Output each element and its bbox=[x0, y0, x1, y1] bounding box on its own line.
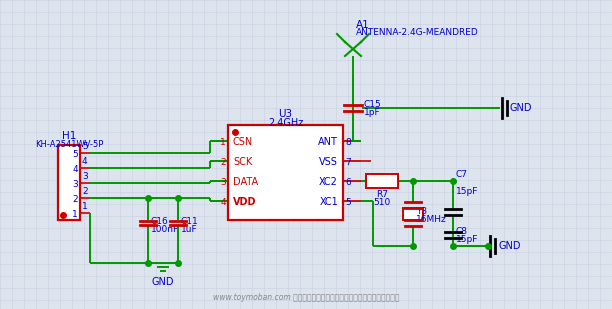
Text: H1: H1 bbox=[62, 131, 76, 141]
Bar bbox=[228, 125, 343, 220]
Text: 2.4GHz: 2.4GHz bbox=[268, 118, 303, 128]
Text: C15: C15 bbox=[364, 99, 382, 108]
Text: VDD: VDD bbox=[233, 197, 256, 207]
Text: XC1: XC1 bbox=[319, 197, 338, 207]
Text: 16MHz: 16MHz bbox=[416, 215, 447, 224]
Text: 7: 7 bbox=[345, 158, 351, 167]
Text: Y3: Y3 bbox=[416, 207, 427, 216]
Bar bbox=[403, 208, 423, 219]
Text: GND: GND bbox=[510, 103, 532, 113]
Text: DATA: DATA bbox=[233, 177, 258, 187]
Text: 5: 5 bbox=[345, 197, 351, 206]
Text: U3: U3 bbox=[278, 109, 293, 119]
Text: 1uF: 1uF bbox=[181, 225, 198, 234]
Text: 5: 5 bbox=[72, 150, 78, 159]
Text: ANTENNA-2.4G-MEANDRED: ANTENNA-2.4G-MEANDRED bbox=[356, 28, 479, 37]
Text: 4: 4 bbox=[220, 197, 226, 206]
Text: 1: 1 bbox=[220, 138, 226, 146]
Text: C8: C8 bbox=[456, 227, 468, 236]
Text: XC2: XC2 bbox=[319, 177, 338, 187]
Text: VSS: VSS bbox=[319, 157, 338, 167]
Text: C16: C16 bbox=[151, 217, 169, 226]
Text: 2: 2 bbox=[82, 187, 88, 196]
Bar bbox=[58, 145, 80, 220]
Text: C11: C11 bbox=[181, 217, 199, 226]
Text: 15pF: 15pF bbox=[456, 235, 479, 244]
Text: 4: 4 bbox=[82, 156, 88, 166]
Text: ANT: ANT bbox=[318, 137, 338, 147]
Text: GND: GND bbox=[499, 241, 521, 251]
Text: 1: 1 bbox=[82, 201, 88, 210]
Text: KH-A2541WV-5P: KH-A2541WV-5P bbox=[35, 140, 103, 149]
Bar bbox=[366, 174, 398, 188]
Text: 3: 3 bbox=[82, 171, 88, 180]
Text: 3: 3 bbox=[72, 180, 78, 188]
Text: GND: GND bbox=[152, 277, 174, 287]
Text: 3: 3 bbox=[220, 177, 226, 187]
Text: www.toymoban.com 网络图片仅供展示，非存储，如有侵权请联系删除。: www.toymoban.com 网络图片仅供展示，非存储，如有侵权请联系删除。 bbox=[213, 293, 399, 302]
Text: 5: 5 bbox=[82, 142, 88, 150]
Text: 4: 4 bbox=[72, 164, 78, 173]
Text: 1: 1 bbox=[72, 210, 78, 218]
Text: CSN: CSN bbox=[233, 137, 253, 147]
Text: C7: C7 bbox=[456, 170, 468, 179]
Text: 6: 6 bbox=[345, 177, 351, 187]
Text: A1: A1 bbox=[356, 20, 370, 30]
Text: 510: 510 bbox=[373, 198, 390, 207]
Text: 1pF: 1pF bbox=[364, 108, 381, 116]
Text: 15pF: 15pF bbox=[456, 187, 479, 196]
Text: 8: 8 bbox=[345, 138, 351, 146]
Text: 2: 2 bbox=[220, 158, 226, 167]
Text: SCK: SCK bbox=[233, 157, 252, 167]
Text: 100nF: 100nF bbox=[151, 225, 179, 234]
Text: R7: R7 bbox=[376, 190, 388, 199]
Text: 2: 2 bbox=[72, 194, 78, 204]
